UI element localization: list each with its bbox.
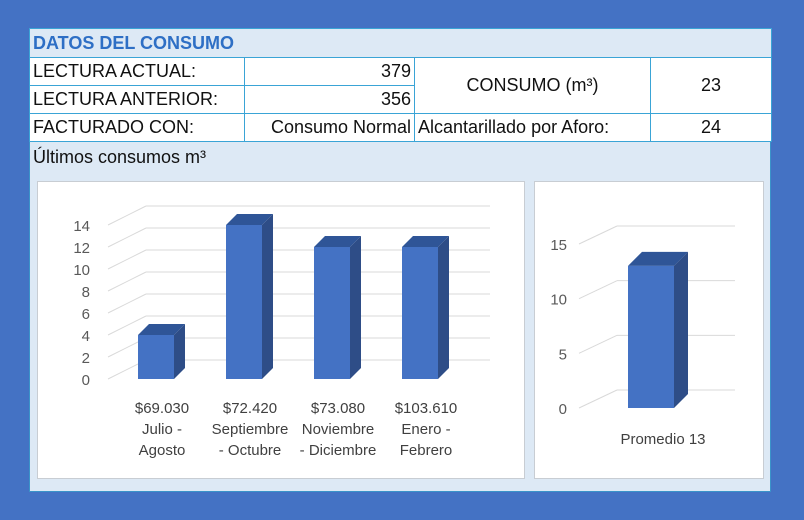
- category-label: $69.030: [135, 400, 189, 417]
- category-label: Julio -: [142, 421, 182, 438]
- bar: [314, 247, 350, 379]
- category-label: - Diciembre: [300, 442, 377, 459]
- gridline: [107, 249, 147, 270]
- lectura-anterior-value: 356: [244, 85, 415, 114]
- y-tick-label: 5: [559, 346, 567, 363]
- category-label: Agosto: [139, 442, 186, 459]
- gridline: [578, 225, 618, 245]
- bar-side: [674, 251, 688, 408]
- bar-side: [350, 236, 361, 379]
- bar-top: [628, 251, 688, 266]
- category-label: Promedio 13: [620, 431, 705, 448]
- category-label: Septiembre: [212, 421, 289, 438]
- gridline: [107, 205, 147, 226]
- gridline: [578, 389, 618, 409]
- consumo-label: CONSUMO (m³): [414, 57, 651, 114]
- average-chart-svg: 0 5 10 15 Promedio 13: [550, 225, 735, 448]
- y-tick-label: 0: [82, 372, 90, 389]
- lectura-actual-value: 379: [244, 57, 415, 86]
- category-label: - Octubre: [219, 442, 282, 459]
- average-chart: 0 5 10 15 Promedio 13: [534, 181, 764, 479]
- history-chart: 0 2 4 6 8 10 12 14 $69.030 Julio - Agosto $72.420 Se…: [37, 181, 525, 479]
- facturado-label: FACTURADO CON:: [29, 113, 245, 142]
- bar-top: [226, 214, 273, 225]
- category-label: $73.080: [311, 400, 365, 417]
- bar-top: [314, 236, 361, 247]
- y-tick-label: 8: [82, 284, 90, 301]
- history-chart-svg: 0 2 4 6 8 10 12 14 $69.030 Julio - Agosto $72.420 Se…: [73, 205, 490, 459]
- alcantarillado-label: Alcantarillado por Aforo:: [414, 113, 651, 142]
- bar-top: [138, 324, 185, 335]
- gridline: [107, 227, 147, 248]
- category-label: $103.610: [395, 400, 458, 417]
- facturado-value: Consumo Normal: [244, 113, 415, 142]
- bar-side: [262, 214, 273, 379]
- y-tick-label: 15: [550, 237, 567, 254]
- bar-side: [174, 324, 185, 379]
- consumo-value: 23: [649, 57, 773, 114]
- y-tick-label: 0: [559, 401, 567, 418]
- gridline: [107, 315, 147, 336]
- category-label: Enero -: [401, 421, 450, 438]
- chart-section-title: Últimos consumos m³: [33, 147, 207, 167]
- y-tick-label: 6: [82, 306, 90, 323]
- alcantarillado-value: 24: [649, 113, 773, 142]
- y-tick-label: 14: [73, 218, 90, 235]
- y-tick-label: 2: [82, 350, 90, 367]
- y-tick-label: 10: [550, 292, 567, 309]
- bar: [402, 247, 438, 379]
- bar-top: [402, 236, 449, 247]
- bar: [628, 265, 674, 408]
- gridline: [578, 334, 618, 354]
- gridline: [578, 280, 618, 300]
- table-title: DATOS DEL CONSUMO: [28, 28, 773, 58]
- y-tick-label: 12: [73, 240, 90, 257]
- consumption-table: DATOS DEL CONSUMO LECTURA ACTUAL: 379 CO…: [28, 28, 773, 142]
- gridline: [107, 293, 147, 314]
- bar: [138, 335, 174, 379]
- gridline: [107, 271, 147, 292]
- category-label: Noviembre: [302, 421, 375, 438]
- lectura-anterior-label: LECTURA ANTERIOR:: [29, 85, 245, 114]
- bar: [226, 225, 262, 379]
- bar-side: [438, 236, 449, 379]
- category-label: $72.420: [223, 400, 277, 417]
- y-tick-label: 4: [82, 328, 90, 345]
- y-tick-label: 10: [73, 262, 90, 279]
- lectura-actual-label: LECTURA ACTUAL:: [29, 57, 245, 86]
- consumption-panel: DATOS DEL CONSUMO LECTURA ACTUAL: 379 CO…: [28, 28, 773, 492]
- category-label: Febrero: [400, 442, 453, 459]
